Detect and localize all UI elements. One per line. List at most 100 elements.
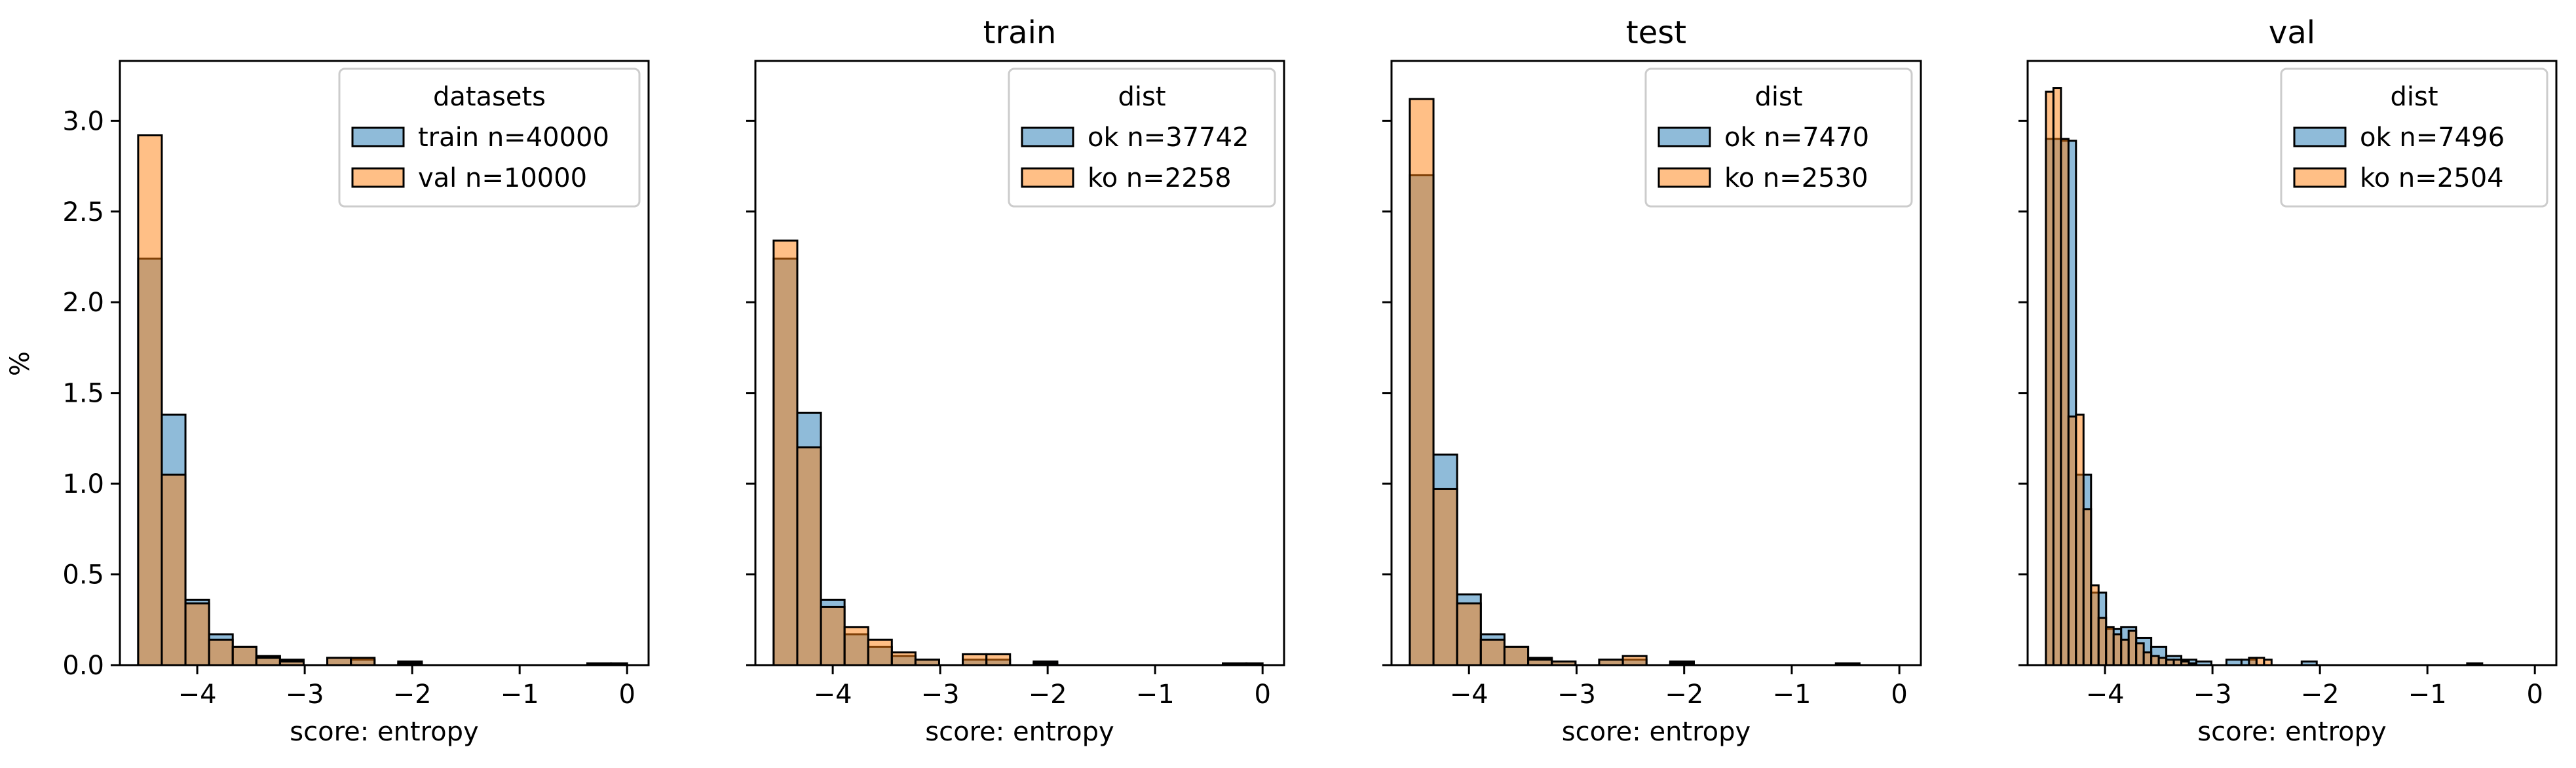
legend-box <box>1644 67 1913 208</box>
subplot-4: −4 −3 −2 −1 0 score: entropy val dist ok n=7496 k… <box>2018 14 2558 747</box>
legend-entry-label: ko n=2258 <box>1088 163 1232 193</box>
subplot-title: val <box>2269 14 2315 51</box>
bar-orange-13 <box>2142 651 2153 666</box>
x-tick-label: −3 <box>1557 680 1596 710</box>
bar-orange-7 <box>326 657 352 666</box>
x-axis-label: score: entropy <box>925 717 1114 747</box>
x-tick-label: 0 <box>2526 680 2543 710</box>
x-tick-label: −4 <box>2086 680 2125 710</box>
bar-orange-7 <box>2097 617 2108 666</box>
legend-swatch <box>1657 167 1711 188</box>
legend-title: dist <box>1118 82 1165 112</box>
legend: dist ok n=7496 ko n=2504 <box>2280 67 2548 208</box>
x-tick-label: −4 <box>178 680 217 710</box>
bar-orange-0 <box>772 239 799 666</box>
y-axis-label: % <box>5 351 35 376</box>
bar-orange-2 <box>2060 138 2070 666</box>
legend-box <box>338 67 641 208</box>
bar-orange-1 <box>1432 488 1458 666</box>
x-tick-label: 0 <box>1254 680 1270 710</box>
axes-frame <box>754 60 1285 666</box>
x-tick-label: −3 <box>2193 680 2232 710</box>
x-tick-label: −1 <box>501 680 539 710</box>
legend-entry-label: ok n=7496 <box>2360 123 2505 153</box>
bar-orange-8 <box>985 653 1012 666</box>
legend-swatch <box>1021 126 1074 147</box>
bar-orange-15 <box>2157 657 2168 666</box>
legend-entry-label: ko n=2504 <box>2360 163 2504 193</box>
subplot-2: −4 −3 −2 −1 0 score: entropy train dist ok n=377… <box>746 14 1285 747</box>
x-tick-label: −4 <box>1450 680 1488 710</box>
legend-swatch <box>351 126 405 147</box>
x-tick-label: −2 <box>1665 680 1703 710</box>
bar-orange-21 <box>2255 657 2265 666</box>
axes-frame <box>119 60 650 666</box>
legend: dist ok n=37742 ko n=2258 <box>1008 67 1276 208</box>
bar-orange-3 <box>2067 415 2077 666</box>
bar-orange-20 <box>2248 657 2258 666</box>
legend-title: dist <box>1754 82 1802 112</box>
bar-orange-3 <box>1479 638 1506 666</box>
x-axis-label: score: entropy <box>2197 717 2386 747</box>
legend-box <box>2280 67 2548 208</box>
subplot-3: −4 −3 −2 −1 0 score: entropy test dist ok n=7470… <box>1382 14 1922 747</box>
bar-orange-14 <box>2150 655 2160 666</box>
x-tick-label: −2 <box>393 680 432 710</box>
x-tick-label: 0 <box>618 680 635 710</box>
bars <box>772 239 1264 666</box>
bar-orange-9 <box>2112 633 2123 666</box>
bars <box>1409 98 1861 666</box>
y-tick-label: 2.5 <box>62 197 104 227</box>
bar-orange-0 <box>2045 90 2055 666</box>
y-tick-label: 2.0 <box>62 288 104 318</box>
bar-orange-2 <box>820 605 846 666</box>
legend-entry-label: train n=40000 <box>418 123 609 153</box>
bar-orange-8 <box>1621 655 1648 666</box>
y-tick-label: 1.0 <box>62 469 104 499</box>
bar-orange-1 <box>2052 87 2062 666</box>
x-tick-label: −3 <box>921 680 960 710</box>
bar-orange-4 <box>867 638 893 666</box>
legend-swatch <box>2293 167 2347 188</box>
bar-orange-10 <box>2120 638 2130 666</box>
legend-box <box>1008 67 1276 208</box>
x-tick-label: −2 <box>1029 680 1067 710</box>
legend-swatch <box>2293 126 2347 147</box>
bar-orange-3 <box>208 638 234 666</box>
bar-orange-2 <box>184 602 210 666</box>
bar-orange-6 <box>2090 584 2100 666</box>
bar-orange-12 <box>2135 642 2145 666</box>
bar-orange-0 <box>137 134 163 666</box>
bar-orange-7 <box>962 653 988 666</box>
x-tick-label: 0 <box>1891 680 1907 710</box>
legend: datasets train n=40000 val n=10000 <box>338 67 641 208</box>
axes-frame <box>2026 60 2558 666</box>
bar-orange-4 <box>231 645 257 666</box>
legend-title: dist <box>2390 82 2438 112</box>
x-tick-label: −2 <box>2301 680 2339 710</box>
y-tick-label: 3.0 <box>62 106 104 136</box>
legend-entry-label: val n=10000 <box>418 163 587 193</box>
bars <box>137 134 628 666</box>
bar-orange-2 <box>1456 602 1482 666</box>
bar-orange-0 <box>1409 98 1435 666</box>
x-tick-label: −4 <box>814 680 852 710</box>
bar-orange-5 <box>890 651 917 666</box>
x-axis-label: score: entropy <box>1562 717 1751 747</box>
subplot-1: −4 −3 −2 −1 0 0.0 0.5 1.0 1.5 2.0 2.5 3.0 score: ent… <box>62 60 650 747</box>
axes-frame <box>1390 60 1922 666</box>
y-tick-label: 0.5 <box>62 560 104 590</box>
y-tick-label: 0.0 <box>62 651 104 681</box>
bar-orange-1 <box>796 446 822 666</box>
x-tick-label: −1 <box>1136 680 1175 710</box>
legend-entry-label: ko n=2530 <box>1724 163 1868 193</box>
y-tick-label: 1.5 <box>62 379 104 409</box>
bar-orange-4 <box>2075 413 2085 666</box>
legend-swatch <box>1021 167 1074 188</box>
bar-orange-5 <box>255 657 281 666</box>
legend-title: datasets <box>433 82 546 112</box>
legend-swatch <box>351 167 405 188</box>
x-tick-label: −1 <box>1772 680 1811 710</box>
bar-orange-3 <box>843 626 869 666</box>
legend: dist ok n=7470 ko n=2530 <box>1644 67 1913 208</box>
